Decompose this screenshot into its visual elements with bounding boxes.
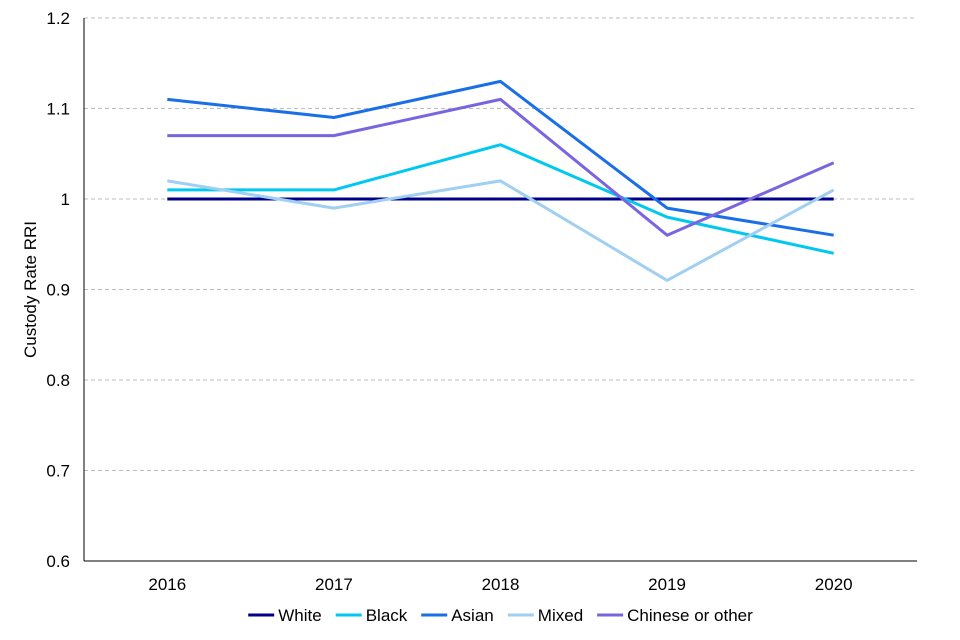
legend-label: Asian — [451, 606, 494, 625]
series-line-mixed — [167, 179, 835, 282]
series-layer — [167, 79, 835, 282]
y-tick-label: 0.6 — [46, 552, 70, 571]
x-tick-label: 2017 — [315, 575, 353, 594]
legend-item: Chinese or other — [597, 606, 753, 625]
legend: White Black Asian Mixed Chinese or other — [248, 606, 753, 625]
y-tick-label: 1.1 — [46, 100, 70, 119]
legend-label: Black — [366, 606, 408, 625]
legend-label: White — [278, 606, 321, 625]
legend-item: White — [248, 606, 322, 625]
x-tick-label: 2018 — [482, 575, 520, 594]
series-line-black — [167, 143, 835, 255]
series-line-chinese-or-other — [167, 97, 835, 237]
legend-label: Chinese or other — [627, 606, 753, 625]
legend-label: Mixed — [538, 606, 583, 625]
y-tick-label: 0.9 — [46, 281, 70, 300]
x-tick-label: 2020 — [815, 575, 853, 594]
x-tick-label: 2019 — [648, 575, 686, 594]
legend-item: Asian — [421, 606, 494, 625]
legend-item: Mixed — [507, 606, 583, 625]
y-tick-label: 1 — [61, 190, 70, 209]
y-tick-label: 1.2 — [46, 9, 70, 28]
x-tick-label: 2016 — [148, 575, 186, 594]
y-axis-label: Custody Rate RRI — [21, 221, 40, 358]
y-tick-label: 0.7 — [46, 462, 70, 481]
axes-layer — [83, 18, 917, 562]
ticks-layer: 0.6 0.7 0.8 0.9 1 1.1 1.2 2016 2017 2018 2019 2020 — [46, 9, 852, 594]
legend-item: Black — [335, 606, 408, 625]
series-line-asian — [167, 79, 834, 237]
y-tick-label: 0.8 — [46, 371, 70, 390]
